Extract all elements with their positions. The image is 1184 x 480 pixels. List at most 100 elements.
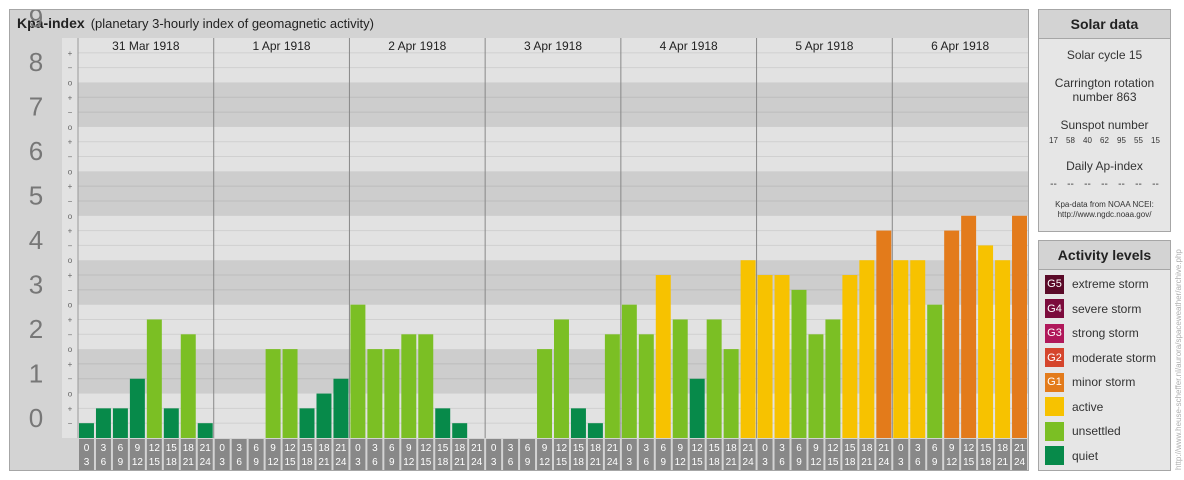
kp-bar	[791, 289, 807, 438]
activity-levels-box: Activity levels G5 extreme storm G4 severe …	[1038, 240, 1171, 471]
ap-value: --	[1152, 179, 1159, 190]
kp-bar	[401, 334, 417, 438]
interval-start-label: 12	[963, 443, 975, 454]
interval-start-label: 3	[779, 443, 785, 454]
kp-bar	[978, 245, 994, 438]
interval-end-label: 9	[660, 457, 666, 468]
data-credit: Kpa-data from NOAA NCEI: http://www.ngdc…	[1039, 200, 1170, 220]
sub-tick-label: +	[68, 49, 73, 58]
kp-bar	[95, 408, 111, 438]
activity-level-label: strong storm	[1072, 326, 1139, 340]
interval-end-label: 6	[236, 457, 242, 468]
kp-bar	[587, 423, 603, 438]
interval-box	[1012, 439, 1027, 470]
interval-end-label: 3	[627, 457, 633, 468]
interval-start-label: 12	[827, 443, 839, 454]
sub-tick-label: +	[68, 227, 73, 236]
y-tick-label: 2	[29, 314, 43, 344]
kp-band	[78, 82, 1028, 127]
interval-end-label: 18	[437, 457, 449, 468]
activity-level-label: active	[1072, 399, 1104, 414]
interval-start-label: 0	[762, 443, 768, 454]
interval-box	[265, 439, 281, 470]
interval-box	[554, 439, 569, 470]
sub-tick-label: +	[68, 360, 73, 369]
interval-start-label: 21	[878, 443, 890, 454]
kp-bar	[774, 275, 790, 438]
sub-tick-label: −	[68, 197, 73, 206]
kp-bar	[112, 408, 128, 438]
interval-start-label: 6	[660, 443, 666, 454]
kp-bar	[79, 423, 94, 438]
chart-title-main: Kpa-index	[17, 15, 85, 31]
y-tick-label: 5	[29, 181, 43, 211]
interval-box	[825, 439, 841, 470]
interval-start-label: 3	[372, 443, 378, 454]
interval-end-label: 15	[420, 457, 432, 468]
ap-value: --	[1067, 179, 1074, 190]
interval-end-label: 9	[389, 457, 395, 468]
interval-start-label: 6	[525, 443, 531, 454]
kp-bar	[333, 378, 349, 438]
kp-bar	[859, 260, 875, 438]
interval-start-label: 21	[471, 443, 483, 454]
activity-level-row: G4 severe storm	[1045, 298, 1141, 320]
sub-tick-label: o	[68, 390, 73, 399]
kp-bar	[554, 319, 569, 438]
interval-end-label: 15	[284, 457, 296, 468]
interval-end-label: 12	[403, 457, 415, 468]
interval-end-label: 21	[454, 457, 466, 468]
sub-tick-label: +	[68, 138, 73, 147]
kp-bar	[944, 230, 960, 438]
day-label: 6 Apr 1918	[931, 39, 989, 53]
sunspot-value: 15	[1151, 136, 1160, 145]
interval-end-label: 24	[200, 457, 212, 468]
interval-end-label: 6	[779, 457, 785, 468]
kp-bar	[723, 349, 739, 438]
day-label: 5 Apr 1918	[795, 39, 853, 53]
interval-box	[944, 439, 960, 470]
interval-box	[757, 439, 773, 470]
interval-start-label: 15	[573, 443, 585, 454]
activity-level-row: G1 minor storm	[1045, 371, 1135, 393]
interval-box	[401, 439, 417, 470]
interval-end-label: 3	[84, 457, 90, 468]
kp-bar	[876, 230, 892, 438]
interval-box	[231, 439, 247, 470]
kp-bar	[180, 334, 196, 438]
sub-tick-label: o	[68, 78, 73, 87]
kp-bar	[621, 304, 637, 438]
interval-end-label: 15	[827, 457, 839, 468]
ap-value: --	[1135, 179, 1142, 190]
interval-box	[282, 439, 298, 470]
sub-tick-label: o	[68, 167, 73, 176]
interval-box	[95, 439, 111, 470]
day-label: 2 Apr 1918	[388, 39, 446, 53]
ap-title: Daily Ap-index	[1066, 159, 1143, 173]
kp-bar	[757, 275, 773, 438]
interval-start-label: 3	[508, 443, 514, 454]
interval-box	[418, 439, 434, 470]
kp-bar	[197, 423, 213, 438]
sunspot-value: 58	[1066, 136, 1075, 145]
sub-tick-label: −	[68, 241, 73, 250]
interval-start-label: 9	[270, 443, 276, 454]
interval-start-label: 9	[406, 443, 412, 454]
interval-box	[689, 439, 705, 470]
interval-end-label: 21	[183, 457, 195, 468]
interval-box	[587, 439, 603, 470]
interval-box	[655, 439, 671, 470]
interval-end-label: 24	[335, 457, 347, 468]
interval-box	[197, 439, 213, 470]
interval-end-label: 21	[726, 457, 738, 468]
interval-box	[180, 439, 196, 470]
activity-level-row: G2 moderate storm	[1045, 347, 1156, 369]
interval-box	[842, 439, 858, 470]
interval-box	[995, 439, 1011, 470]
interval-end-label: 24	[607, 457, 619, 468]
y-tick-label: 9	[29, 10, 43, 33]
kp-bar	[927, 304, 943, 438]
interval-start-label: 0	[627, 443, 633, 454]
interval-start-label: 15	[980, 443, 992, 454]
